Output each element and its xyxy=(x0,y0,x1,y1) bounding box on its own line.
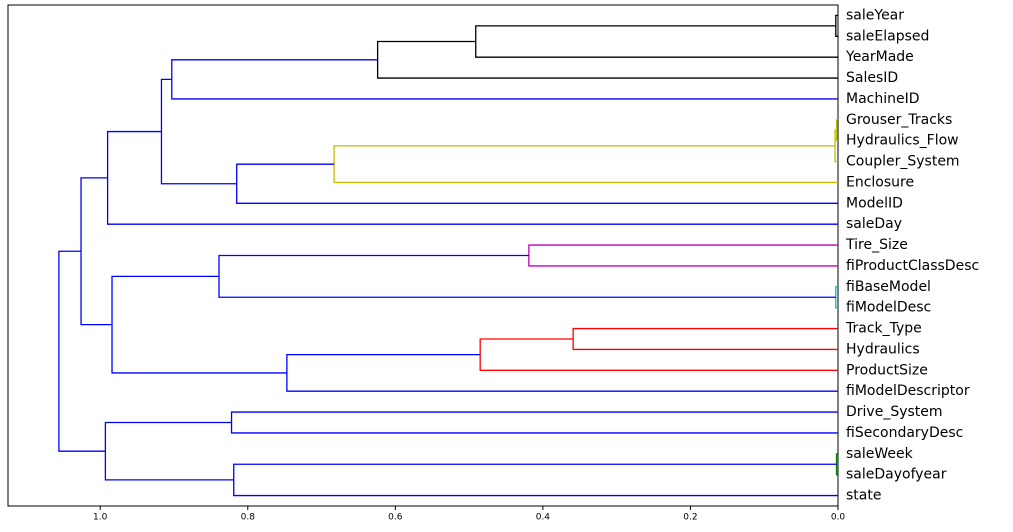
leaf-label: fiProductClassDesc xyxy=(846,258,979,274)
leaf-label: saleDay xyxy=(846,216,902,232)
leaf-label: ProductSize xyxy=(846,362,928,378)
leaf-label: Track_Type xyxy=(845,321,922,337)
x-tick-label: 0.4 xyxy=(536,513,551,523)
x-tick-label: 0.8 xyxy=(241,513,256,523)
dendrogram-link xyxy=(58,250,106,452)
dendrogram-link xyxy=(218,254,836,298)
dendrogram-link xyxy=(286,354,838,392)
leaf-label: state xyxy=(846,488,881,504)
leaf-label: YearMade xyxy=(845,49,914,65)
leaf-label: fiBaseModel xyxy=(846,279,931,295)
dendrogram-link xyxy=(236,163,838,204)
leaf-label: saleElapsed xyxy=(846,28,929,44)
x-tick-label: 0.6 xyxy=(388,513,403,523)
plot-frame xyxy=(7,4,839,507)
leaf-label: saleYear xyxy=(846,7,904,23)
leaf-label: saleDayofyear xyxy=(846,467,947,483)
leaf-label: Drive_System xyxy=(846,404,943,420)
x-tick-label: 0.0 xyxy=(831,513,846,523)
leaf-label: fiModelDescriptor xyxy=(846,383,970,399)
x-tick-label: 1.0 xyxy=(93,513,108,523)
leaf-label: Hydraulics_Flow xyxy=(846,133,959,149)
dendrogram-link xyxy=(835,286,838,309)
dendrogram-link xyxy=(233,463,838,497)
leaf-label: fiModelDesc xyxy=(846,300,931,316)
leaf-label: Enclosure xyxy=(846,174,914,190)
leaf-label: SalesID xyxy=(846,70,898,86)
dendrogram-link xyxy=(479,338,838,371)
dendrogram-link xyxy=(230,411,838,434)
dendrogram-link xyxy=(160,78,237,185)
leaf-label: saleWeek xyxy=(846,446,914,462)
x-tick-label: 0.2 xyxy=(683,513,697,523)
dendrogram-link xyxy=(111,275,287,374)
dendrogram-link xyxy=(171,59,838,100)
leaf-label: Grouser_Tracks xyxy=(846,112,952,128)
dendrogram-link xyxy=(835,14,838,37)
dendrogram-link xyxy=(333,145,838,184)
leaf-label: fiSecondaryDesc xyxy=(846,425,963,441)
dendrogram-link xyxy=(475,25,838,58)
dendrogram-link xyxy=(104,421,234,481)
leaf-label: MachineID xyxy=(846,91,920,107)
dendrogram-link xyxy=(376,40,838,79)
dendrogram-link xyxy=(528,244,838,267)
leaf-label: Coupler_System xyxy=(846,154,960,170)
leaf-label: Tire_Size xyxy=(845,237,908,253)
dendrogram-link xyxy=(834,129,838,163)
dendrogram-link xyxy=(572,327,838,351)
leaf-label: Hydraulics xyxy=(846,341,920,357)
leaf-label: ModelID xyxy=(846,195,903,211)
